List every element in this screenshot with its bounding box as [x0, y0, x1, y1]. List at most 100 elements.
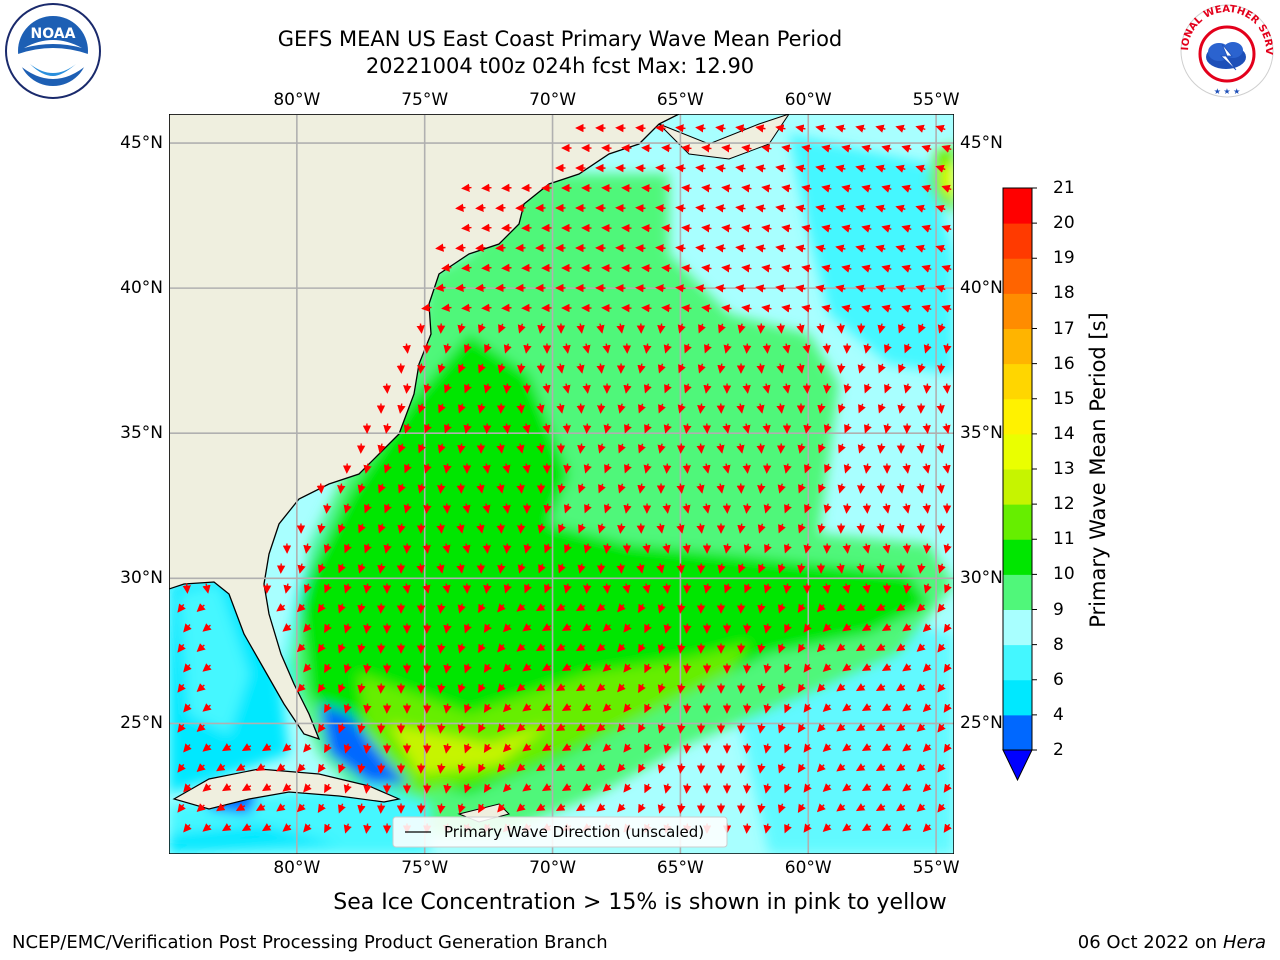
colorbar-tick-label: 9 [1053, 599, 1064, 620]
colorbar-swatch [1003, 363, 1032, 400]
lon-label-top: 75°W [401, 90, 449, 110]
wave-direction-arrow [602, 783, 612, 792]
wave-direction-arrow [922, 623, 932, 633]
wave-direction-arrow [402, 343, 411, 354]
wave-direction-arrow [524, 583, 532, 594]
wave-direction-arrow [577, 443, 586, 454]
wave-direction-arrow [943, 743, 952, 753]
legend-label: Primary Wave Direction (unscaled) [444, 823, 704, 841]
colorbar-tick-label: 14 [1053, 423, 1075, 444]
wave-direction-arrow [437, 643, 446, 654]
wave-direction-arrow [781, 184, 792, 193]
wave-direction-arrow [683, 383, 692, 394]
wave-direction-arrow [303, 623, 312, 633]
wave-direction-arrow [324, 583, 332, 594]
wave-direction-arrow [921, 184, 932, 193]
wave-direction-arrow [497, 643, 506, 653]
wave-direction-arrow [757, 523, 766, 534]
wave-direction-arrow [317, 643, 326, 653]
wave-direction-arrow [602, 743, 612, 752]
wave-direction-arrow [423, 503, 432, 514]
wave-direction-arrow [878, 363, 886, 374]
wave-direction-arrow [483, 383, 492, 394]
wave-direction-arrow [901, 264, 912, 273]
wave-direction-arrow [855, 723, 866, 732]
wave-direction-arrow [695, 204, 706, 213]
wave-direction-arrow [715, 284, 726, 293]
wave-direction-arrow [803, 423, 812, 434]
wave-direction-arrow [896, 803, 906, 812]
wave-direction-arrow [403, 383, 412, 394]
wave-direction-arrow [718, 323, 726, 334]
colorbar-tick-label: 18 [1053, 283, 1075, 304]
wave-direction-arrow [681, 224, 692, 233]
wave-direction-arrow [936, 403, 945, 414]
wave-direction-arrow [822, 703, 832, 713]
wave-direction-arrow [936, 443, 945, 454]
wave-direction-arrow [522, 703, 532, 712]
wave-direction-arrow [638, 723, 646, 734]
wave-direction-arrow [822, 623, 832, 633]
wave-direction-arrow [541, 783, 552, 792]
wave-direction-arrow [843, 503, 852, 514]
wave-direction-arrow [317, 763, 326, 773]
wave-direction-arrow [562, 343, 571, 354]
wave-direction-arrow [503, 583, 512, 594]
wave-direction-arrow [276, 763, 286, 772]
wave-direction-arrow [602, 663, 612, 672]
colorbar-swatch [1003, 679, 1032, 716]
wave-direction-arrow [377, 523, 386, 534]
wave-direction-arrow [943, 543, 952, 554]
wave-direction-arrow [623, 383, 632, 394]
wave-direction-arrow [764, 543, 772, 554]
wave-direction-arrow [363, 663, 372, 674]
wave-direction-arrow [703, 383, 712, 394]
wave-direction-arrow [704, 343, 712, 354]
wave-direction-arrow [436, 563, 445, 574]
wave-direction-arrow [861, 703, 872, 711]
wave-direction-arrow [937, 563, 946, 574]
wave-direction-arrow [657, 723, 666, 734]
wave-direction-arrow [755, 244, 766, 253]
wave-direction-arrow [517, 363, 526, 374]
wave-direction-arrow [881, 224, 892, 233]
wave-direction-arrow [855, 683, 866, 692]
wave-direction-arrow [815, 204, 826, 213]
wave-direction-arrow [583, 423, 592, 434]
wave-direction-arrow [661, 144, 672, 153]
wave-direction-arrow [778, 523, 786, 534]
wave-direction-arrow [502, 703, 512, 713]
wave-direction-arrow [902, 463, 911, 474]
wave-direction-arrow [457, 723, 466, 734]
wave-direction-arrow [663, 703, 672, 714]
wave-direction-arrow [522, 463, 531, 474]
wave-direction-arrow [763, 743, 772, 754]
wave-direction-arrow [716, 483, 725, 494]
wave-direction-arrow [597, 443, 606, 454]
wave-direction-arrow [916, 523, 925, 534]
wave-direction-arrow [821, 304, 832, 313]
wave-direction-arrow [495, 283, 506, 293]
wave-direction-arrow [901, 144, 912, 153]
wave-direction-arrow [722, 463, 731, 474]
wave-direction-arrow [663, 743, 672, 754]
wave-direction-arrow [617, 523, 626, 534]
wave-direction-arrow [922, 823, 932, 833]
wave-direction-arrow [497, 363, 506, 374]
wave-direction-arrow [902, 703, 912, 712]
wave-direction-arrow [616, 563, 625, 574]
wave-direction-arrow [821, 184, 832, 193]
wave-direction-arrow [836, 803, 846, 812]
wave-direction-arrow [481, 223, 492, 233]
wave-direction-arrow [483, 743, 492, 753]
colorbar-tick-label: 11 [1053, 529, 1075, 550]
wave-direction-arrow [644, 743, 652, 754]
lat-label-left: 30°N [120, 568, 163, 589]
colorbar-tick-label: 16 [1053, 353, 1075, 374]
wave-direction-arrow [676, 483, 685, 494]
wave-direction-arrow [663, 423, 672, 434]
wave-direction-arrow [822, 663, 832, 673]
wave-direction-arrow [677, 603, 686, 614]
colorbar-tick-label: 19 [1053, 248, 1075, 269]
wave-direction-arrow [836, 563, 845, 574]
